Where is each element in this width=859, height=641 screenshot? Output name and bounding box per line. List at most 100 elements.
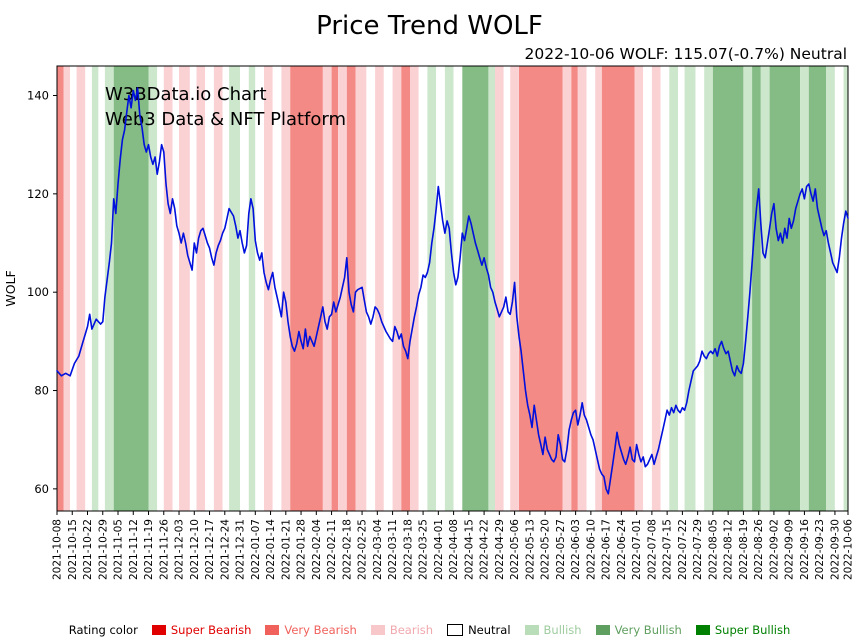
rating-band [189,66,197,511]
rating-band [104,66,114,511]
x-tick-label: 2022-05-06 [509,519,521,580]
rating-band [375,66,384,511]
rating-band [366,66,376,511]
rating-band [453,66,463,511]
rating-band [98,66,105,511]
x-tick-label: 2021-12-03 [174,519,186,580]
rating-band [179,66,190,511]
rating-band [752,66,761,511]
x-tick-label: 2022-07-22 [677,519,689,580]
x-tick-label: 2022-08-26 [753,519,765,580]
x-tick-label: 2022-09-09 [784,519,796,580]
x-tick-label: 2021-10-15 [67,519,79,580]
rating-band [660,66,670,511]
chart-subtitle: 2022-10-06 WOLF: 115.07(-0.7%) Neutral [524,45,847,63]
rating-band [57,66,64,511]
x-tick-label: 2021-10-29 [97,519,109,580]
legend-item: Very Bullish [595,623,682,637]
rating-band [63,66,70,511]
x-tick-label: 2022-09-16 [799,519,811,580]
y-axis-label: WOLF [3,270,18,306]
y-tick-label: 140 [27,89,49,103]
rating-band [157,66,164,511]
rating-band [76,66,86,511]
x-tick-label: 2022-02-11 [326,519,338,580]
rating-band [346,66,356,511]
rating-band [255,66,264,511]
rating-band [519,66,563,511]
x-tick-label: 2022-05-27 [555,519,567,580]
rating-band [634,66,644,511]
x-tick-label: 2022-04-22 [479,519,491,580]
x-tick-label: 2022-07-08 [646,519,658,580]
legend: Rating color Super Bearish Very Bearish Be… [0,623,859,637]
rating-band [808,66,827,511]
rating-band [571,66,578,511]
x-tick-label: 2022-04-08 [448,519,460,580]
legend-item-label: Neutral [468,623,511,637]
rating-band [281,66,291,511]
x-tick-label: 2022-06-17 [601,519,613,580]
rating-band [769,66,801,511]
legend-swatch [695,625,710,635]
legend-swatch [524,625,539,635]
rating-band [331,66,339,511]
rating-band [392,66,402,511]
rating-band [248,66,256,511]
x-tick-label: 2021-11-05 [113,519,125,580]
x-tick-label: 2022-07-01 [631,519,643,580]
price-chart-svg: W3BData.io Chart Web3 Data & NFT Platform… [3,65,855,580]
x-tick-label: 2022-08-05 [707,519,719,580]
legend-swatch [151,625,166,635]
rating-band [418,66,428,511]
rating-band [436,66,445,511]
x-tick-label: 2022-05-20 [540,519,552,580]
x-tick-label: 2022-06-03 [570,519,582,580]
x-tick-label: 2022-02-18 [341,519,353,580]
rating-band [601,66,635,511]
x-tick-label: 2022-02-04 [311,519,323,580]
x-tick-label: 2022-02-25 [357,519,369,580]
x-tick-label: 2022-07-15 [662,519,674,580]
x-tick-label: 2022-04-15 [463,519,475,580]
x-tick-label: 2022-07-29 [692,519,704,580]
x-tick-label: 2022-10-06 [843,519,855,580]
rating-band [91,66,99,511]
rating-band [843,66,848,511]
rating-band [401,66,410,511]
rating-band [678,66,685,511]
x-tick-label: 2021-10-22 [82,519,94,580]
rating-band [172,66,179,511]
y-tick-label: 80 [34,384,49,398]
legend-swatch [370,625,385,635]
rating-band [800,66,809,511]
rating-band [240,66,249,511]
x-tick-label: 2022-01-14 [265,519,277,580]
rating-band [272,66,282,511]
legend-item: Super Bearish [151,623,252,637]
rating-band [503,66,511,511]
legend-item-label: Super Bearish [170,623,252,637]
rating-band [704,66,713,511]
x-tick-label: 2021-10-08 [52,519,64,580]
x-tick-label: 2022-09-23 [814,519,826,580]
x-tick-label: 2021-11-12 [128,519,140,580]
x-tick-label: 2022-01-28 [296,519,308,580]
rating-band [205,66,214,511]
y-tick-label: 120 [27,187,49,201]
x-tick-label: 2022-04-29 [494,519,506,580]
x-tick-label: 2021-12-17 [204,519,216,580]
rating-band [826,66,835,511]
legend-item: Neutral [447,623,511,637]
chart-title: Price Trend WOLF [316,11,543,41]
rating-band [196,66,206,511]
legend-swatch [595,625,610,635]
rating-band [462,66,489,511]
rating-band [577,66,587,511]
plot-border [56,65,849,512]
rating-band [712,66,744,511]
rating-band [163,66,173,511]
rating-band [213,66,223,511]
rating-band [427,66,437,511]
